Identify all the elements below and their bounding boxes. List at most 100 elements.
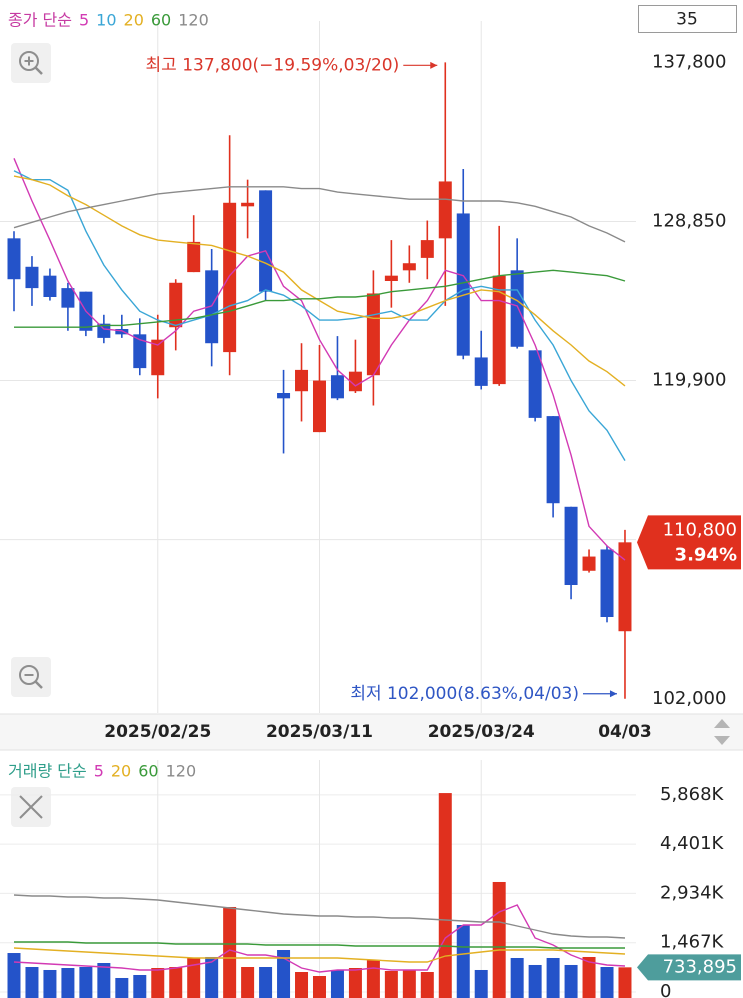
current-tag <box>637 515 741 570</box>
candle-body <box>366 293 380 376</box>
candle-body <box>438 181 452 239</box>
ma-line <box>13 904 626 973</box>
volume-bar <box>546 957 560 998</box>
candle-body <box>510 270 524 347</box>
candle-body <box>492 275 506 385</box>
y-tick-label: 119,900 <box>652 370 726 391</box>
legend-entry: 5 <box>79 11 89 30</box>
annotation-label: 최고 137,800(−19.59%,03/20) <box>146 55 400 75</box>
current-change: 3.94% <box>675 544 737 565</box>
candle-body <box>133 334 147 369</box>
y-tick-label: 137,800 <box>652 51 726 72</box>
candle-body <box>277 393 291 399</box>
volume-bar <box>618 967 632 998</box>
volume-bar <box>492 881 506 998</box>
legend-entry: 120 <box>178 11 209 30</box>
period-box[interactable] <box>638 5 737 33</box>
volume-bar <box>528 964 542 998</box>
volume-bar <box>402 969 416 998</box>
candle-body <box>312 380 326 433</box>
volume-bar <box>223 906 237 998</box>
zoom-out-button[interactable] <box>11 657 51 697</box>
volume-bar <box>61 968 75 998</box>
ma-line <box>14 941 625 949</box>
volume-bar <box>582 956 596 998</box>
annotation-arrowhead <box>609 690 617 698</box>
candle-body <box>205 270 219 344</box>
ma-line <box>13 158 626 561</box>
arrow-down[interactable] <box>714 736 730 745</box>
volume-bar <box>133 974 147 998</box>
candle-body <box>151 339 165 376</box>
volume-bar <box>169 966 183 998</box>
volume-bar <box>420 972 434 998</box>
candle-body <box>582 556 596 571</box>
candle-body <box>546 416 560 504</box>
legend-title: 거래량 단순 <box>8 762 87 781</box>
candle-body <box>223 202 237 353</box>
zoom-in-button[interactable] <box>11 43 51 83</box>
x-tick-label: 04/03 <box>598 722 652 742</box>
volume-bar <box>205 956 219 998</box>
x-tick-label: 2025/03/24 <box>428 722 535 742</box>
ma-line <box>13 170 626 461</box>
volume-bar <box>456 924 470 998</box>
candle-body <box>600 549 614 617</box>
y-tick-label: 5,868K <box>660 784 725 805</box>
candle-body <box>259 190 273 292</box>
period[interactable]: 35 <box>676 10 698 30</box>
y-tick-label: 4,401K <box>660 833 725 854</box>
y-tick-label: 102,000 <box>652 688 726 709</box>
volume-bar <box>295 972 309 998</box>
volume-bar <box>600 966 614 998</box>
volume-bar <box>366 960 380 998</box>
volume-bar <box>348 968 362 998</box>
candle-body <box>97 323 111 338</box>
candle-body <box>456 213 470 356</box>
legend-entry: 60 <box>138 762 158 781</box>
candle-body <box>187 241 201 273</box>
y-tick-label: 2,934K <box>660 882 725 903</box>
candle-body <box>295 369 309 392</box>
ma-line <box>14 269 626 328</box>
candle-body <box>115 329 129 335</box>
volume-bar <box>330 969 344 998</box>
legend-title: 종가 단순 <box>8 11 72 30</box>
volume-bar <box>312 976 326 998</box>
candle-body <box>25 266 39 289</box>
candle-body <box>618 542 632 632</box>
volume-bar <box>97 963 111 998</box>
volume-bar <box>438 793 452 998</box>
arrow-up[interactable] <box>714 719 730 728</box>
volume-bar <box>564 964 578 998</box>
volume-bar <box>510 957 524 998</box>
candle-body <box>241 202 255 207</box>
volume-bar <box>25 966 39 998</box>
legend-entry: 60 <box>151 11 171 30</box>
volume-bar <box>187 957 201 998</box>
legend-entry: 20 <box>124 11 144 30</box>
annotation-arrowhead <box>430 61 438 69</box>
volume-bar <box>277 949 291 998</box>
volume-bar <box>151 968 165 998</box>
ma-line <box>13 186 626 243</box>
candle-body <box>402 263 416 271</box>
ma-line <box>13 947 626 963</box>
y-tick-label: 0 <box>660 981 671 998</box>
legend-entry: 10 <box>96 11 116 30</box>
y-tick-label: 1,467K <box>660 932 725 953</box>
legend-entry: 20 <box>111 762 131 781</box>
volume-bar <box>79 966 93 998</box>
x-tick-label: 2025/02/25 <box>104 722 211 742</box>
ma-line <box>13 894 626 939</box>
current-value: 110,800 <box>663 519 737 540</box>
x-tick-label: 2025/03/11 <box>266 722 373 742</box>
close-volume-button[interactable] <box>11 787 51 827</box>
volume-bar <box>384 970 398 998</box>
candle-body <box>348 371 362 392</box>
scroll-arrows[interactable] <box>714 719 730 745</box>
volume-bar <box>115 977 129 998</box>
volume-bar <box>7 953 21 998</box>
